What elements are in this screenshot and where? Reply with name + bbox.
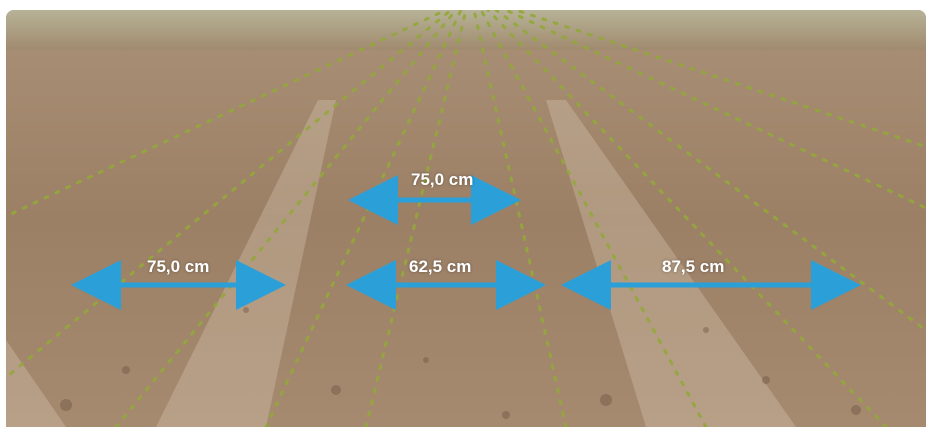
crop-rows (6, 10, 926, 427)
measure-label-left: 75,0 cm (147, 257, 210, 276)
field-scene (6, 10, 926, 427)
soil-clods (60, 307, 861, 419)
far-field (6, 10, 926, 50)
top-caption (6, 0, 926, 8)
field-photo: 75,0 cm 75,0 cm 62,5 cm 87,5 cm (6, 10, 926, 427)
measure-label-right: 87,5 cm (662, 257, 725, 276)
measure-label-top-center: 75,0 cm (411, 170, 474, 189)
measure-arrows (71, 175, 861, 310)
soil (6, 10, 926, 427)
measure-label-center: 62,5 cm (409, 257, 472, 276)
